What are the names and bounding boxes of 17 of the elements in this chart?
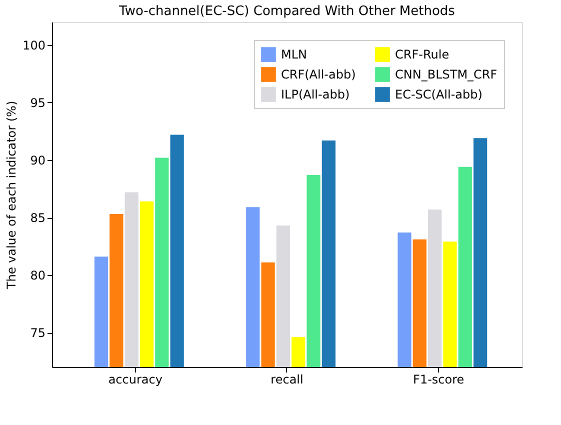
y-tick-label: 95: [30, 96, 46, 110]
legend-label: CRF(All-abb): [281, 68, 356, 82]
y-tick-label: 80: [30, 268, 46, 282]
y-tick-label: 90: [30, 154, 46, 168]
chart-title: Two-channel(EC-SC) Compared With Other Methods: [118, 4, 456, 19]
x-tick-label: F1-score: [413, 372, 464, 386]
legend-label: CRF-Rule: [395, 48, 450, 62]
legend-label: CNN_BLSTM_CRF: [395, 68, 498, 82]
legend-label: EC-SC(All-abb): [395, 88, 482, 102]
y-tick-label: 100: [22, 38, 46, 52]
y-tick-label: 85: [30, 211, 46, 225]
legend-label: MLN: [281, 48, 308, 62]
x-tick-label: accuracy: [108, 372, 162, 386]
y-tick-label: 75: [30, 326, 46, 340]
y-axis-title: The value of each indicator (%): [4, 100, 19, 290]
x-tick-label: recall: [270, 372, 304, 386]
legend-label: ILP(All-abb): [281, 88, 350, 102]
